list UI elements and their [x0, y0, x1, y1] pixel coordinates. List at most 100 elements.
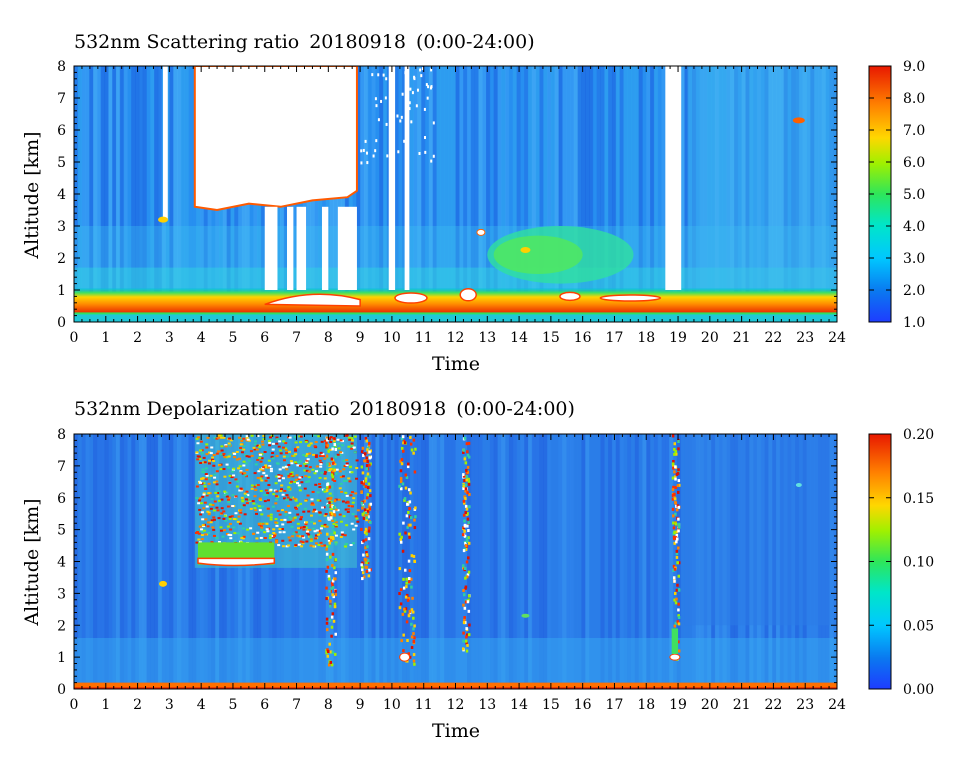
- texture-column: [615, 434, 621, 689]
- depol-pixel: [257, 470, 261, 473]
- depol-pixel: [216, 495, 220, 498]
- depol-pixel: [278, 440, 282, 443]
- depol-pixel: [351, 439, 355, 442]
- depol-pixel: [266, 499, 270, 502]
- precip-pixel: [407, 652, 411, 656]
- precip-pixel: [331, 475, 335, 479]
- texture-column: [814, 66, 819, 322]
- precip-pixel: [366, 459, 369, 463]
- depol-pixel: [281, 493, 285, 496]
- depol-pixel: [344, 491, 348, 494]
- texture-column: [146, 66, 151, 322]
- texture-column: [119, 434, 125, 689]
- precip-pixel: [330, 581, 334, 585]
- depol-pixel: [196, 531, 200, 534]
- precip-pixel: [360, 450, 364, 454]
- precip-pixel: [673, 442, 677, 446]
- y-tick-label: 4: [57, 555, 66, 571]
- precip-pixel: [408, 535, 411, 539]
- depol-pixel: [304, 439, 308, 442]
- depol-pixel: [269, 513, 273, 516]
- depol-pixel: [279, 452, 283, 455]
- panel2-title: 532nm Depolarization ratio 20180918 (0:00-…: [74, 398, 575, 420]
- boundary-layer: [74, 638, 837, 683]
- depol-pixel: [323, 544, 327, 547]
- y-tick-label: 5: [57, 523, 66, 539]
- depol-pixel: [323, 525, 327, 528]
- depol-pixel: [269, 516, 273, 519]
- texture-column: [474, 434, 479, 689]
- precip-pixel: [405, 620, 409, 624]
- precip-pixel: [468, 505, 471, 509]
- depol-pixel: [227, 496, 231, 499]
- texture-column: [489, 434, 495, 689]
- depol-pixel: [269, 488, 273, 491]
- precip-pixel: [674, 536, 678, 540]
- depol-pixel: [272, 493, 276, 496]
- precip-pixel: [326, 654, 329, 658]
- precip-pixel: [466, 633, 469, 637]
- texture-column: [127, 434, 132, 689]
- precip-pixel: [364, 565, 368, 569]
- precip-pixel: [398, 567, 402, 571]
- precip-pixel: [334, 447, 338, 451]
- precip-pixel: [334, 542, 338, 546]
- precip-pixel: [329, 604, 332, 608]
- precip-pixel: [463, 567, 467, 571]
- depol-pixel: [303, 507, 307, 510]
- precip-pixel: [673, 624, 677, 628]
- depol-pixel: [345, 459, 349, 462]
- depol-pixel: [307, 476, 311, 479]
- depol-pixel: [281, 545, 285, 548]
- depol-pixel: [206, 436, 210, 439]
- depol-pixel: [303, 487, 307, 490]
- depol-pixel: [296, 461, 300, 464]
- depol-pixel: [245, 435, 249, 438]
- no-signal-column: [296, 206, 307, 290]
- depol-pixel: [264, 494, 268, 497]
- depol-pixel: [314, 537, 318, 540]
- depol-pixel: [207, 462, 211, 465]
- texture-column: [360, 434, 365, 689]
- depol-pixel: [288, 481, 292, 484]
- depol-pixel: [234, 512, 238, 515]
- depol-pixel: [229, 528, 233, 531]
- texture-column: [440, 434, 445, 689]
- depol-pixel: [306, 458, 310, 461]
- precip-pixel: [364, 527, 368, 531]
- depol-pixel: [296, 531, 300, 534]
- precip-pixel: [368, 475, 371, 479]
- depol-pixel: [268, 441, 272, 444]
- depol-pixel: [201, 524, 205, 527]
- precip-pixel: [675, 508, 679, 512]
- precip-pixel: [365, 516, 368, 520]
- precip-pixel: [365, 569, 369, 573]
- depol-pixel: [212, 528, 216, 531]
- depol-pixel: [228, 474, 232, 477]
- depol-pixel: [260, 479, 264, 482]
- depol-pixel: [293, 447, 297, 450]
- depol-pixel: [296, 446, 300, 449]
- cloud-speckle: [426, 96, 429, 100]
- texture-column: [421, 66, 426, 322]
- precip-pixel: [465, 536, 469, 540]
- depol-pixel: [213, 436, 217, 439]
- depol-pixel: [267, 439, 271, 442]
- x-tick-label: 6: [260, 330, 269, 346]
- texture-column: [756, 66, 762, 322]
- texture-column: [482, 66, 487, 322]
- cloud-base-edge: [197, 557, 276, 567]
- texture-column: [680, 434, 685, 689]
- texture-column: [547, 66, 552, 322]
- cloud-speckle: [424, 150, 427, 154]
- texture-column: [375, 66, 380, 322]
- precip-pixel: [361, 565, 364, 569]
- depol-pixel: [199, 481, 203, 484]
- precip-pixel: [325, 651, 328, 655]
- precip-pixel: [408, 500, 412, 504]
- precip-pixel: [677, 602, 680, 606]
- depol-pixel: [310, 520, 314, 523]
- precip-pixel: [333, 605, 337, 609]
- x-tick-label: 22: [765, 330, 783, 346]
- depol-pixel: [336, 453, 340, 456]
